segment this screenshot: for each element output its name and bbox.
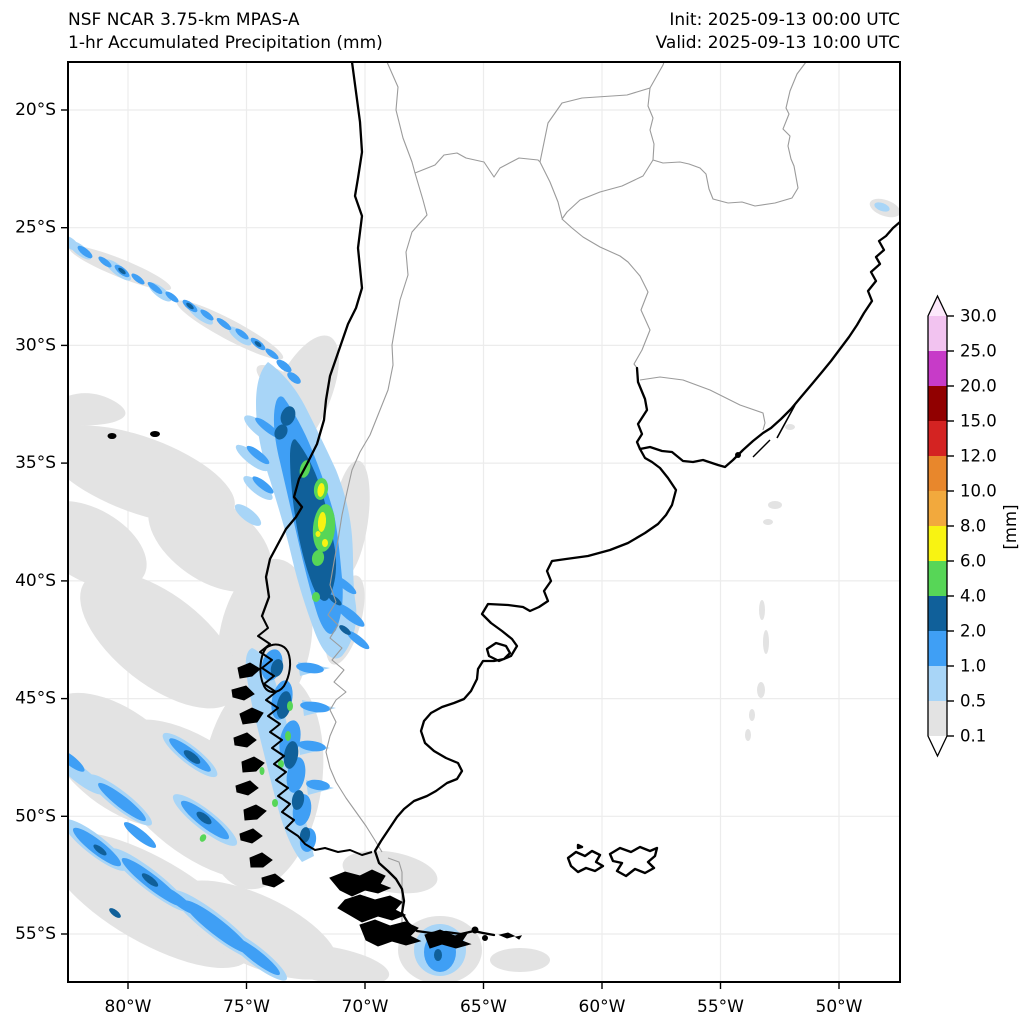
- lon-label: 50°W: [816, 997, 863, 1017]
- lat-label: 40°S: [15, 571, 56, 591]
- lat-label: 20°S: [15, 100, 56, 120]
- cbar-label: 10.0: [960, 482, 997, 501]
- colorbar-segment: [928, 561, 947, 596]
- lat-label: 45°S: [15, 689, 56, 709]
- coastlines: [107, 62, 900, 949]
- border-tierra-del-fuego: [387, 857, 403, 930]
- border-uruguay-brazil: [639, 376, 766, 431]
- cbar-label: 12.0: [960, 447, 997, 466]
- cbar-label: 30.0: [960, 307, 997, 326]
- cbar-label: 15.0: [960, 412, 997, 431]
- product-title: 1-hr Accumulated Precipitation (mm): [68, 33, 383, 53]
- cbar-label: 1.0: [960, 657, 986, 676]
- colorbar-ticks: [947, 315, 954, 737]
- lon-label: 65°W: [460, 997, 507, 1017]
- border-paraguay-nw: [539, 62, 665, 163]
- border-paraguay-e: [647, 87, 729, 204]
- colorbar: 30.0 25.0 20.0 15.0 12.0 10.0 8.0 6.0 4.…: [927, 294, 1020, 758]
- colorbar-segment: [928, 666, 947, 701]
- border-brazil-ne: [727, 62, 807, 207]
- colorbar-segment: [928, 491, 947, 526]
- border-parana: [561, 159, 654, 369]
- country-borders: [325, 62, 807, 930]
- lagoon-dot: [735, 452, 741, 458]
- lon-label: 55°W: [697, 997, 744, 1017]
- pacific-islands: [107, 431, 160, 439]
- cbar-label: 4.0: [960, 587, 986, 606]
- precip-layer-4mm: [199, 460, 336, 842]
- precip-layer-2mm: [93, 267, 442, 961]
- border-chile-argentina: [325, 62, 428, 853]
- lagoon-mirim: [752, 439, 771, 458]
- lat-label: 35°S: [15, 453, 56, 473]
- precip-layer-6mm: [315, 483, 328, 547]
- coast-atlantic: [635, 220, 900, 469]
- cbar-label: 25.0: [960, 342, 997, 361]
- lon-label: 70°W: [342, 997, 389, 1017]
- colorbar-segment: [928, 316, 947, 351]
- cbar-label: 8.0: [960, 517, 986, 536]
- cbar-label: 6.0: [960, 552, 986, 571]
- coast-chile-pacific: [260, 62, 364, 618]
- tierra-del-fuego-archipelago: [329, 869, 523, 949]
- colorbar-segment: [928, 456, 947, 491]
- figure-header: NSF NCAR 3.75-km MPAS-A 1-hr Accumulated…: [68, 10, 900, 53]
- cbar-label: 0.5: [960, 692, 986, 711]
- lat-label: 30°S: [15, 335, 56, 355]
- valid-time: Valid: 2025-09-13 10:00 UTC: [656, 33, 900, 53]
- lon-label: 80°W: [105, 997, 152, 1017]
- colorbar-tick-labels: 30.0 25.0 20.0 15.0 12.0 10.0 8.0 6.0 4.…: [960, 307, 997, 746]
- coast-chiloe-island: [259, 643, 292, 693]
- lon-label: 60°W: [579, 997, 626, 1017]
- colorbar-segment: [928, 631, 947, 666]
- fjord-archipelago: [231, 662, 285, 888]
- lat-label: 55°S: [15, 924, 56, 944]
- colorbar-segment: [928, 526, 947, 561]
- init-time: Init: 2025-09-13 00:00 UTC: [669, 10, 900, 30]
- colorbar-segment: [928, 421, 947, 456]
- colorbar-segment: [928, 701, 947, 736]
- lat-label: 25°S: [15, 218, 56, 238]
- colorbar-under-arrow: [928, 736, 947, 756]
- coast-chile-fjords: [257, 615, 373, 856]
- coast-argentina-south: [373, 447, 678, 937]
- falkland-islands: [566, 843, 659, 878]
- lagoon-dos-patos: [776, 404, 796, 439]
- colorbar-segment: [928, 596, 947, 631]
- colorbar-segment: [928, 386, 947, 421]
- border-pilcomayo: [539, 161, 563, 219]
- cbar-label: 20.0: [960, 377, 997, 396]
- lat-label: 50°S: [15, 806, 56, 826]
- latitude-labels: 20°S 25°S 30°S 35°S 40°S 45°S 50°S 55°S: [15, 100, 56, 944]
- colorbar-over-arrow: [928, 296, 947, 316]
- cbar-label: 0.1: [960, 727, 986, 746]
- colorbar-segment: [928, 351, 947, 386]
- cbar-label: 2.0: [960, 622, 986, 641]
- border-bolivia: [414, 152, 541, 178]
- axis-ticks: [61, 109, 840, 989]
- model-title: NSF NCAR 3.75-km MPAS-A: [68, 10, 300, 30]
- lon-label: 75°W: [223, 997, 270, 1017]
- longitude-labels: 80°W 75°W 70°W 65°W 60°W 55°W 50°W: [105, 997, 863, 1017]
- colorbar-unit-label: [mm]: [1001, 504, 1020, 549]
